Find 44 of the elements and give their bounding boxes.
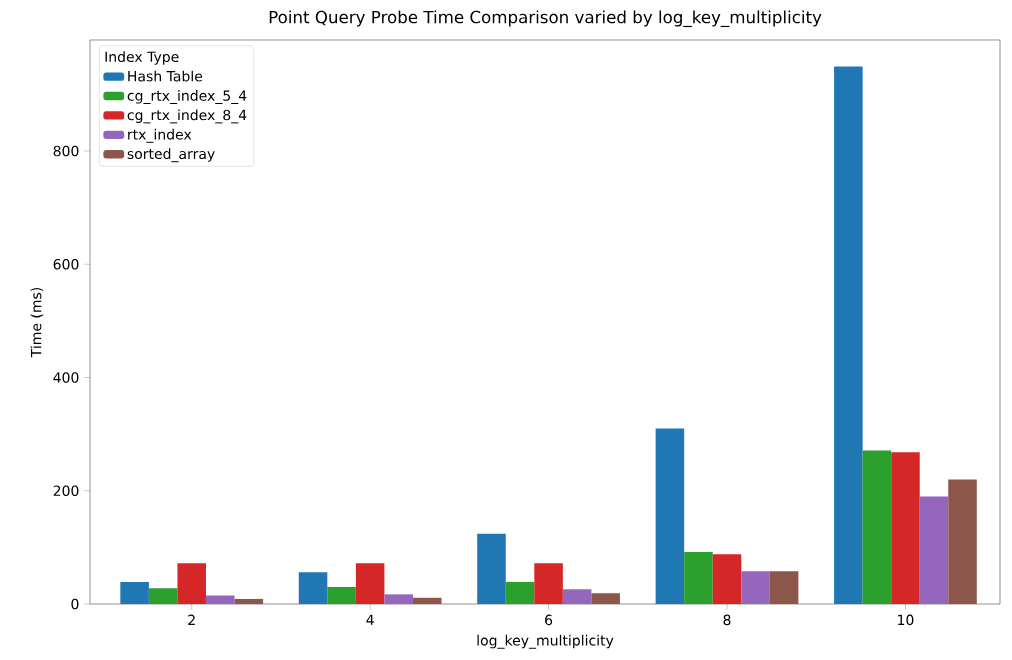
legend-label: Hash Table [128, 70, 203, 82]
bar [298, 572, 328, 604]
y-tick-label: 400 [53, 372, 79, 383]
x-tick-label: 2 [188, 614, 195, 626]
bar [834, 66, 863, 604]
bar [412, 597, 442, 604]
x-tick-label: 6 [545, 614, 553, 626]
bar [327, 587, 356, 604]
bar [477, 533, 506, 604]
bar [205, 595, 235, 604]
bar [562, 589, 592, 604]
legend-label: rtx_index [128, 128, 192, 143]
bar [769, 571, 799, 604]
legend-title: Index Type [105, 51, 179, 65]
bar [177, 563, 206, 604]
bar [534, 563, 563, 604]
bar [148, 588, 178, 604]
bar [741, 571, 770, 604]
bar [120, 581, 149, 604]
bar [684, 551, 713, 604]
bar [591, 593, 620, 604]
bar [862, 450, 892, 604]
x-tick-label: 4 [366, 614, 374, 625]
bar [655, 428, 685, 604]
y-axis-title: Time (ms) [30, 287, 44, 358]
y-tick-label: 800 [53, 145, 79, 157]
legend-label: cg_rtx_index_8_4 [127, 109, 247, 124]
x-tick-label: 10 [898, 614, 914, 626]
chart-title: Point Query Probe Time Comparison varied by log_key_multiplicity [269, 10, 822, 28]
bar [891, 452, 920, 604]
bar [712, 554, 742, 604]
x-tick-label: 8 [723, 614, 731, 626]
y-tick-label: 200 [53, 485, 79, 497]
bar [355, 563, 385, 604]
bar [384, 594, 413, 604]
legend-label: cg_rtx_index_5_4 [127, 90, 247, 104]
x-axis-title: log_key_multiplicity [477, 634, 614, 649]
y-tick-label: 600 [53, 258, 79, 270]
bar [505, 581, 535, 604]
y-tick-label: 0 [71, 598, 79, 610]
bar [948, 479, 977, 604]
legend-label: sorted_array [127, 148, 215, 163]
bar [919, 496, 949, 604]
bar [234, 598, 264, 604]
